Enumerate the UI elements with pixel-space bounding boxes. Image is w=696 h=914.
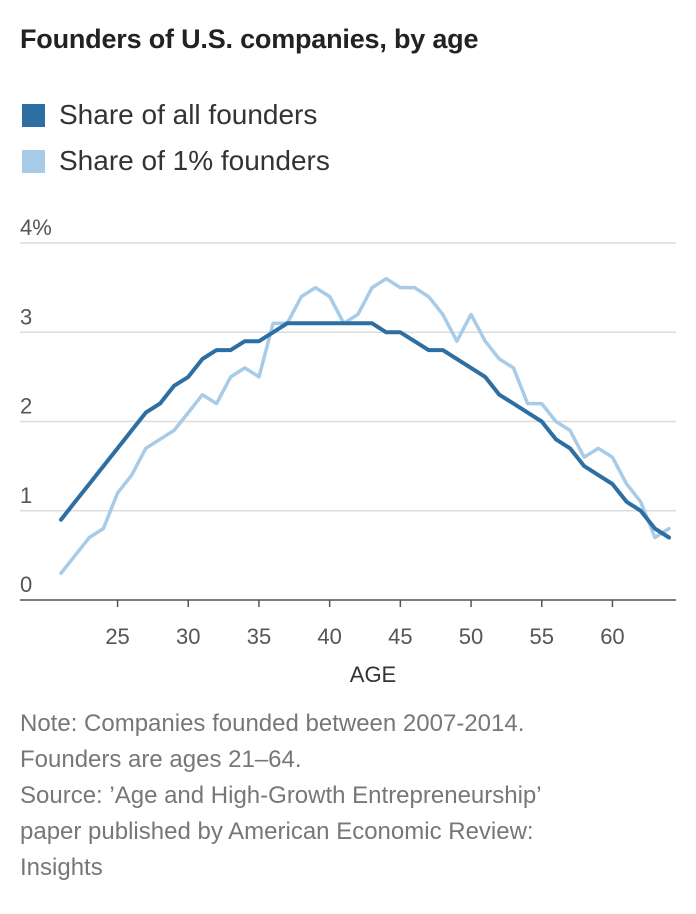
y-tick-label: 1 <box>20 483 32 508</box>
legend-item-all-founders: Share of all founders <box>22 92 330 138</box>
x-tick-label: 30 <box>176 624 200 649</box>
x-tick-label: 50 <box>459 624 483 649</box>
legend-item-1pct-founders: Share of 1% founders <box>22 138 330 184</box>
y-tick-label: 3 <box>20 304 32 329</box>
source-line: Insights <box>20 854 103 881</box>
series-line-all-founders <box>59 321 671 540</box>
source-line: Source: ’Age and High-Growth Entrepreneu… <box>20 782 542 809</box>
x-tick-label: 45 <box>388 624 412 649</box>
note-line: Note: Companies founded between 2007-201… <box>20 710 525 737</box>
y-tick-label: 2 <box>20 394 32 419</box>
source-line: paper published by American Economic Rev… <box>20 818 534 845</box>
note-line: Founders are ages 21–64. <box>20 746 302 773</box>
legend-swatch-1pct-founders <box>22 149 45 173</box>
x-axis-title: AGE <box>350 662 396 687</box>
chart-legend: Share of all founders Share of 1% founde… <box>22 92 330 184</box>
x-tick-label: 60 <box>600 624 624 649</box>
x-tick-label: 55 <box>530 624 554 649</box>
legend-swatch-all-founders <box>22 103 45 127</box>
x-tick-label: 25 <box>105 624 129 649</box>
x-tick-label: 35 <box>247 624 271 649</box>
series-line-1pct-founders <box>59 276 671 575</box>
chart-notes: Note: Companies founded between 2007-201… <box>20 706 680 886</box>
x-tick-label: 40 <box>317 624 341 649</box>
line-chart: 0 1 2 3 4% 25 30 35 40 45 50 55 60 AGE <box>20 215 676 687</box>
legend-label-1pct-founders: Share of 1% founders <box>59 145 330 176</box>
y-tick-label: 4% <box>20 215 52 240</box>
legend-label-all-founders: Share of all founders <box>59 99 318 130</box>
chart-title: Founders of U.S. companies, by age <box>20 24 479 54</box>
y-tick-label: 0 <box>20 572 32 597</box>
